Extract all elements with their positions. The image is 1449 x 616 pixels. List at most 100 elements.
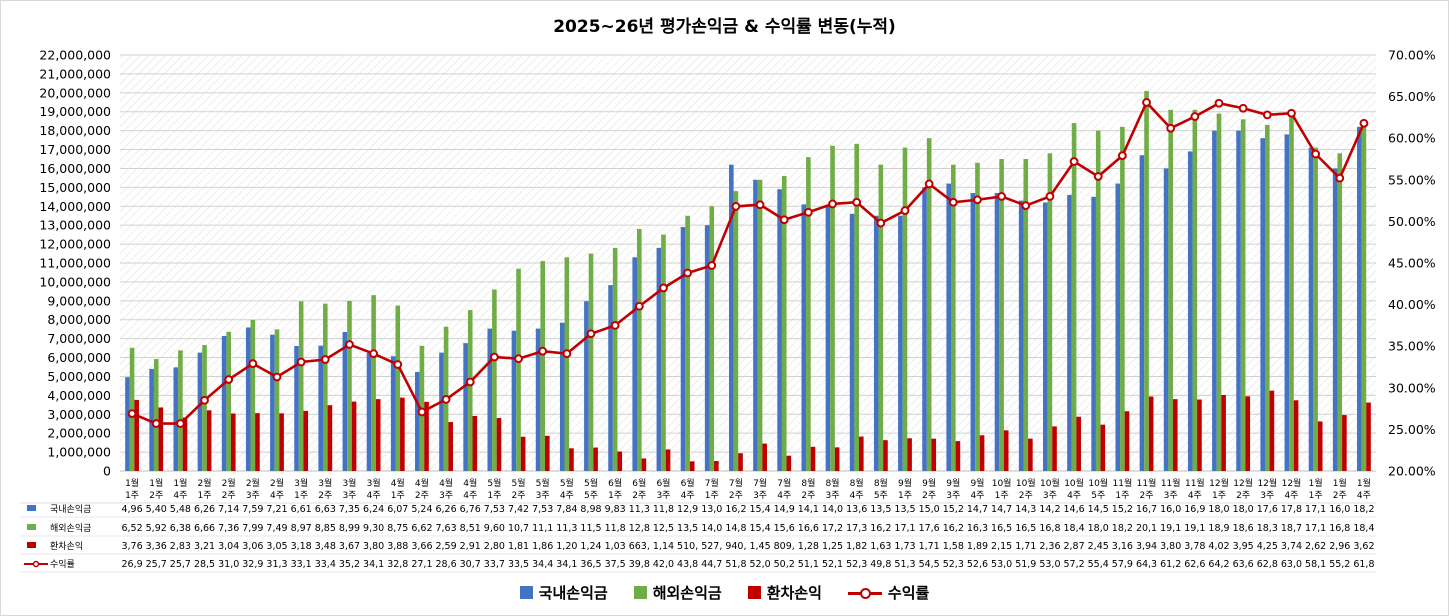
table-cell: 50,2: [774, 559, 795, 570]
bar-overseas: [926, 138, 932, 471]
legend-swatch-fx: [747, 586, 761, 599]
x-tick-week: 3주: [1260, 490, 1274, 501]
table-cell: 35,2: [339, 559, 360, 570]
bar-fx: [424, 401, 429, 471]
legend-item-overseas: 해외손익금: [633, 582, 722, 603]
y-tick-label: 9,000,000: [47, 293, 111, 308]
table-cell: 18,6: [1233, 523, 1254, 534]
bar-domestic: [390, 356, 396, 471]
return-marker: [852, 197, 862, 207]
bar-overseas: [588, 253, 594, 471]
y-tick-label: 16,000,000: [39, 161, 111, 176]
x-tick-week: 2주: [632, 490, 646, 501]
table-cell: 17,3: [846, 523, 867, 534]
bar-domestic: [463, 343, 468, 471]
table-cell: 62,8: [1257, 559, 1278, 570]
table-cell: 3,04: [218, 541, 239, 552]
y2-tick-label: 50.00%: [1388, 214, 1436, 229]
x-tick-month: 5월: [584, 477, 598, 489]
table-cell: 18,4: [1063, 523, 1084, 534]
table-cell: 3,74: [1281, 541, 1302, 552]
x-tick-week: 4주: [777, 490, 791, 501]
bar-fx: [1366, 402, 1371, 471]
table-cell: 17,6: [1257, 504, 1278, 515]
table-cell: 18,2: [1353, 504, 1374, 515]
bar-overseas: [202, 345, 207, 471]
table-cell: 663,: [629, 541, 650, 552]
x-tick-week: 4주: [560, 490, 574, 501]
x-tick-month: 3월: [367, 477, 381, 489]
x-tick-week: 5주: [1091, 490, 1105, 501]
bar-domestic: [221, 335, 227, 471]
table-cell: 3,66: [411, 541, 432, 552]
bar-domestic: [1308, 147, 1314, 471]
y2-tick-label: 60.00%: [1388, 131, 1436, 146]
x-tick-month: 11월: [1161, 477, 1181, 489]
table-cell: 9,30: [363, 523, 384, 534]
x-tick-week: 3주: [1043, 490, 1057, 501]
bar-domestic: [1043, 202, 1048, 471]
table-cell: 8,97: [291, 523, 312, 534]
bar-domestic: [1357, 126, 1362, 471]
x-tick-month: 2월: [198, 477, 212, 489]
return-marker: [876, 218, 886, 228]
bar-overseas: [781, 176, 787, 471]
table-cell: 25,7: [170, 559, 191, 570]
return-marker: [1093, 172, 1103, 181]
return-marker: [1335, 173, 1345, 183]
bar-domestic: [753, 179, 758, 472]
return-marker: [151, 419, 161, 428]
legend-item-fx: 환차손익: [747, 582, 822, 603]
y-tick-label: 19,000,000: [39, 104, 111, 119]
return-marker: [1359, 118, 1369, 128]
table-cell: 15,4: [749, 523, 770, 534]
table-cell: 31,3: [266, 559, 287, 570]
y-tick-label: 20,000,000: [39, 85, 111, 100]
bar-fx: [714, 461, 719, 471]
table-cell: 7,53: [532, 504, 553, 515]
table-cell: 12,5: [653, 523, 674, 534]
x-tick-month: 12월: [1209, 477, 1229, 489]
return-marker: [1166, 123, 1176, 133]
bar-domestic: [1212, 130, 1217, 472]
bar-domestic: [342, 332, 348, 471]
x-tick-week: 4주: [1188, 490, 1202, 501]
table-row-label: 국내손익금: [50, 503, 91, 515]
bar-domestic: [270, 334, 275, 471]
x-tick-month: 7월: [753, 477, 767, 489]
bar-overseas: [153, 359, 159, 471]
table-cell: 57,2: [1063, 559, 1084, 570]
bar-domestic: [946, 183, 952, 471]
bar-domestic: [318, 345, 324, 471]
bar-fx: [834, 447, 840, 471]
x-tick-week: 1주: [1309, 490, 1323, 501]
y2-tick-label: 65.00%: [1388, 89, 1436, 104]
x-tick-month: 9월: [898, 477, 912, 489]
x-tick-month: 3월: [294, 477, 308, 489]
table-cell: 2,96: [1329, 541, 1350, 552]
return-marker: [924, 179, 934, 189]
bar-fx: [883, 440, 888, 471]
table-cell: 940,: [725, 541, 746, 552]
table-cell: 7,84: [556, 504, 577, 515]
bar-fx: [400, 397, 405, 471]
return-marker: [489, 352, 499, 362]
bar-fx: [351, 401, 357, 471]
table-cell: 809,: [774, 541, 795, 552]
bar-overseas: [250, 319, 256, 471]
y-tick-label: 6,000,000: [47, 350, 111, 365]
x-tick-week: 4주: [367, 490, 381, 501]
table-cell: 7,49: [266, 523, 287, 534]
bar-overseas: [1289, 117, 1294, 472]
y-tick-label: 18,000,000: [39, 123, 111, 138]
return-marker: [1214, 98, 1224, 108]
table-cell: 10,7: [508, 523, 529, 534]
y-tick-label: 13,000,000: [39, 218, 111, 233]
table-cell: 6,07: [387, 504, 408, 515]
table-cell: 18,7: [1281, 523, 1302, 534]
table-cell: 55,4: [1088, 559, 1109, 570]
table-cell: 16,5: [1015, 523, 1036, 534]
bar-overseas: [612, 247, 618, 471]
y2-tick-label: 40.00%: [1388, 297, 1436, 312]
table-cell: 39,8: [629, 559, 650, 570]
